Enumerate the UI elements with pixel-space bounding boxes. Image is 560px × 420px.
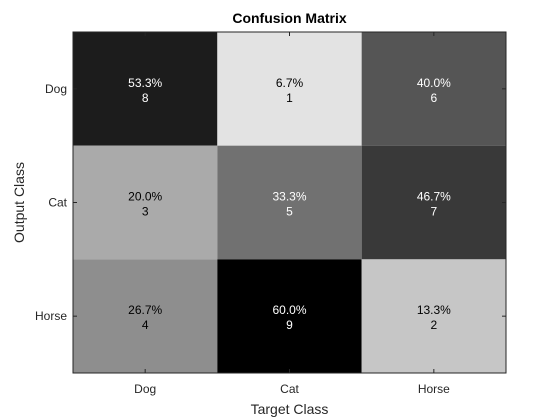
- x-tick-label: Cat: [280, 382, 299, 396]
- cell-count-label: 1: [286, 91, 293, 105]
- cell-percent-label: 33.3%: [272, 190, 306, 204]
- cell-percent-label: 46.7%: [417, 190, 451, 204]
- cell-count-label: 5: [286, 205, 293, 219]
- y-tick-label: Horse: [35, 309, 67, 323]
- chart-title: Confusion Matrix: [232, 10, 347, 26]
- cell-percent-label: 6.7%: [276, 76, 304, 90]
- x-axis-title: Target Class: [251, 401, 329, 417]
- x-tick-label: Horse: [418, 382, 450, 396]
- cell-percent-label: 53.3%: [128, 76, 162, 90]
- y-axis-title: Output Class: [11, 162, 27, 243]
- cell-count-label: 2: [430, 318, 437, 332]
- cell-count-label: 7: [430, 205, 437, 219]
- y-tick-label: Cat: [48, 196, 67, 210]
- cell-count-label: 6: [430, 91, 437, 105]
- cell-count-label: 4: [142, 318, 149, 332]
- cell-percent-label: 13.3%: [417, 303, 451, 317]
- cell-count-label: 8: [142, 91, 149, 105]
- cell-percent-label: 26.7%: [128, 303, 162, 317]
- cell-percent-label: 60.0%: [272, 303, 306, 317]
- x-tick-label: Dog: [134, 382, 156, 396]
- cell-count-label: 9: [286, 318, 293, 332]
- cell-percent-label: 40.0%: [417, 76, 451, 90]
- y-tick-label: Dog: [45, 82, 67, 96]
- cell-count-label: 3: [142, 205, 149, 219]
- cell-percent-label: 20.0%: [128, 190, 162, 204]
